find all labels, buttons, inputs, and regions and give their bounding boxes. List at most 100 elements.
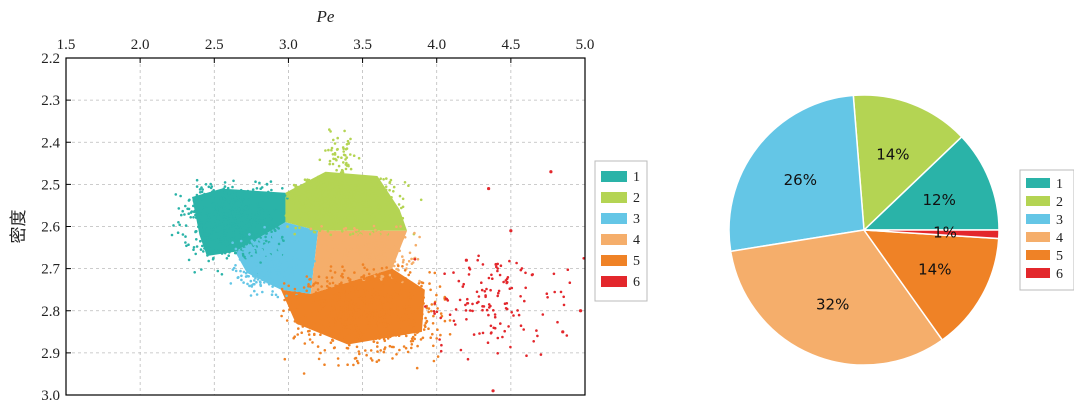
- data-point-series-5: [354, 337, 357, 341]
- data-point-series-1: [259, 196, 263, 200]
- data-point-series-3: [234, 264, 237, 267]
- data-point-series-2: [329, 175, 333, 179]
- data-point-series-1: [178, 223, 181, 227]
- data-point-series-2: [303, 212, 307, 215]
- pie-legend-label-5: 5: [1056, 249, 1063, 264]
- data-point-series-2: [407, 184, 410, 187]
- data-point-series-5: [413, 284, 417, 288]
- data-point-series-3: [267, 249, 270, 252]
- data-point-series-2: [348, 176, 351, 180]
- data-point-series-2: [326, 208, 330, 211]
- data-point-series-2: [313, 216, 316, 220]
- data-point-series-1: [211, 257, 215, 261]
- data-point-series-2: [392, 185, 396, 189]
- data-point-series-4: [346, 254, 350, 257]
- data-point-series-4: [381, 236, 384, 239]
- data-point-series-2: [346, 139, 350, 143]
- x-tick-label: 4.5: [501, 37, 520, 53]
- data-point-series-5: [395, 293, 399, 297]
- data-point-series-4: [385, 232, 389, 235]
- data-point-series-1: [224, 193, 228, 197]
- data-point-series-4: [371, 255, 375, 259]
- data-point-series-3: [281, 244, 285, 248]
- data-point-series-2: [350, 195, 353, 198]
- data-point-series-5: [317, 322, 321, 325]
- data-point-series-5: [329, 286, 332, 290]
- data-point-series-1: [220, 252, 224, 255]
- data-point-series-5: [293, 295, 297, 298]
- data-point-series-5: [354, 324, 358, 327]
- data-point-series-1: [195, 178, 199, 182]
- data-point-series-5: [382, 310, 386, 313]
- data-point-series-1: [220, 237, 224, 241]
- data-point-series-5: [412, 293, 416, 296]
- data-point-series-1: [209, 234, 213, 238]
- data-point-series-5: [400, 279, 403, 282]
- data-point-series-5: [365, 324, 368, 328]
- data-point-series-5: [342, 290, 346, 294]
- data-point-series-2: [369, 221, 373, 224]
- data-point-series-5: [354, 305, 357, 309]
- data-point-series-2: [390, 196, 393, 199]
- y-tick-label: 2.5: [41, 177, 60, 193]
- data-point-series-4: [368, 258, 372, 261]
- data-point-series-4: [414, 243, 418, 247]
- data-point-series-5: [298, 292, 302, 295]
- data-point-series-2: [352, 198, 356, 201]
- data-point-series-3: [272, 254, 275, 257]
- data-point-series-5: [347, 276, 350, 280]
- data-point-series-3: [244, 271, 248, 275]
- data-point-series-2: [314, 192, 318, 196]
- data-point-series-1: [204, 234, 208, 237]
- data-point-series-5: [334, 304, 338, 308]
- data-point-series-5: [377, 319, 381, 323]
- data-point-series-5: [350, 307, 354, 311]
- data-point-series-6: [535, 329, 538, 332]
- data-point-series-2: [312, 209, 315, 212]
- data-point-series-1: [224, 191, 228, 195]
- data-point-series-5: [385, 289, 389, 293]
- data-point-series-5: [373, 312, 377, 316]
- data-point-series-6: [487, 186, 491, 191]
- data-point-series-5: [363, 318, 366, 322]
- data-point-series-2: [350, 201, 354, 204]
- data-point-series-3: [263, 245, 266, 249]
- data-point-series-5: [401, 265, 404, 268]
- data-point-series-6: [541, 313, 545, 316]
- data-point-series-1: [231, 197, 234, 201]
- data-point-series-1: [174, 193, 178, 196]
- data-point-series-1: [201, 188, 204, 191]
- data-point-series-4: [393, 260, 397, 263]
- data-point-series-2: [365, 221, 368, 224]
- data-point-series-1: [269, 180, 273, 183]
- data-point-series-1: [199, 239, 202, 243]
- data-point-series-5: [384, 271, 387, 274]
- data-point-series-1: [240, 237, 243, 241]
- data-point-series-1: [227, 201, 231, 204]
- data-point-series-1: [239, 198, 242, 202]
- data-point-series-2: [352, 201, 356, 204]
- data-point-series-1: [217, 195, 220, 198]
- data-point-series-2: [336, 212, 340, 215]
- data-point-series-5: [330, 276, 334, 279]
- data-point-series-1: [267, 214, 271, 218]
- data-point-series-1: [183, 213, 186, 216]
- data-point-series-3: [234, 247, 238, 251]
- data-point-series-5: [336, 312, 340, 315]
- data-point-series-3: [274, 293, 278, 297]
- data-point-series-3: [295, 258, 299, 261]
- data-point-series-4: [346, 271, 349, 275]
- data-point-series-2: [297, 189, 300, 192]
- data-point-series-5: [301, 325, 305, 328]
- data-point-series-5: [343, 269, 346, 272]
- data-point-series-2: [324, 149, 327, 152]
- data-point-series-5: [373, 333, 377, 337]
- data-point-series-5: [377, 299, 381, 302]
- legend-swatch-5: [601, 255, 627, 266]
- data-point-series-1: [212, 212, 216, 216]
- data-point-series-6: [489, 332, 493, 335]
- data-point-series-5: [303, 295, 307, 298]
- data-point-series-5: [332, 331, 335, 334]
- data-point-series-1: [217, 206, 221, 209]
- data-point-series-5: [390, 317, 394, 321]
